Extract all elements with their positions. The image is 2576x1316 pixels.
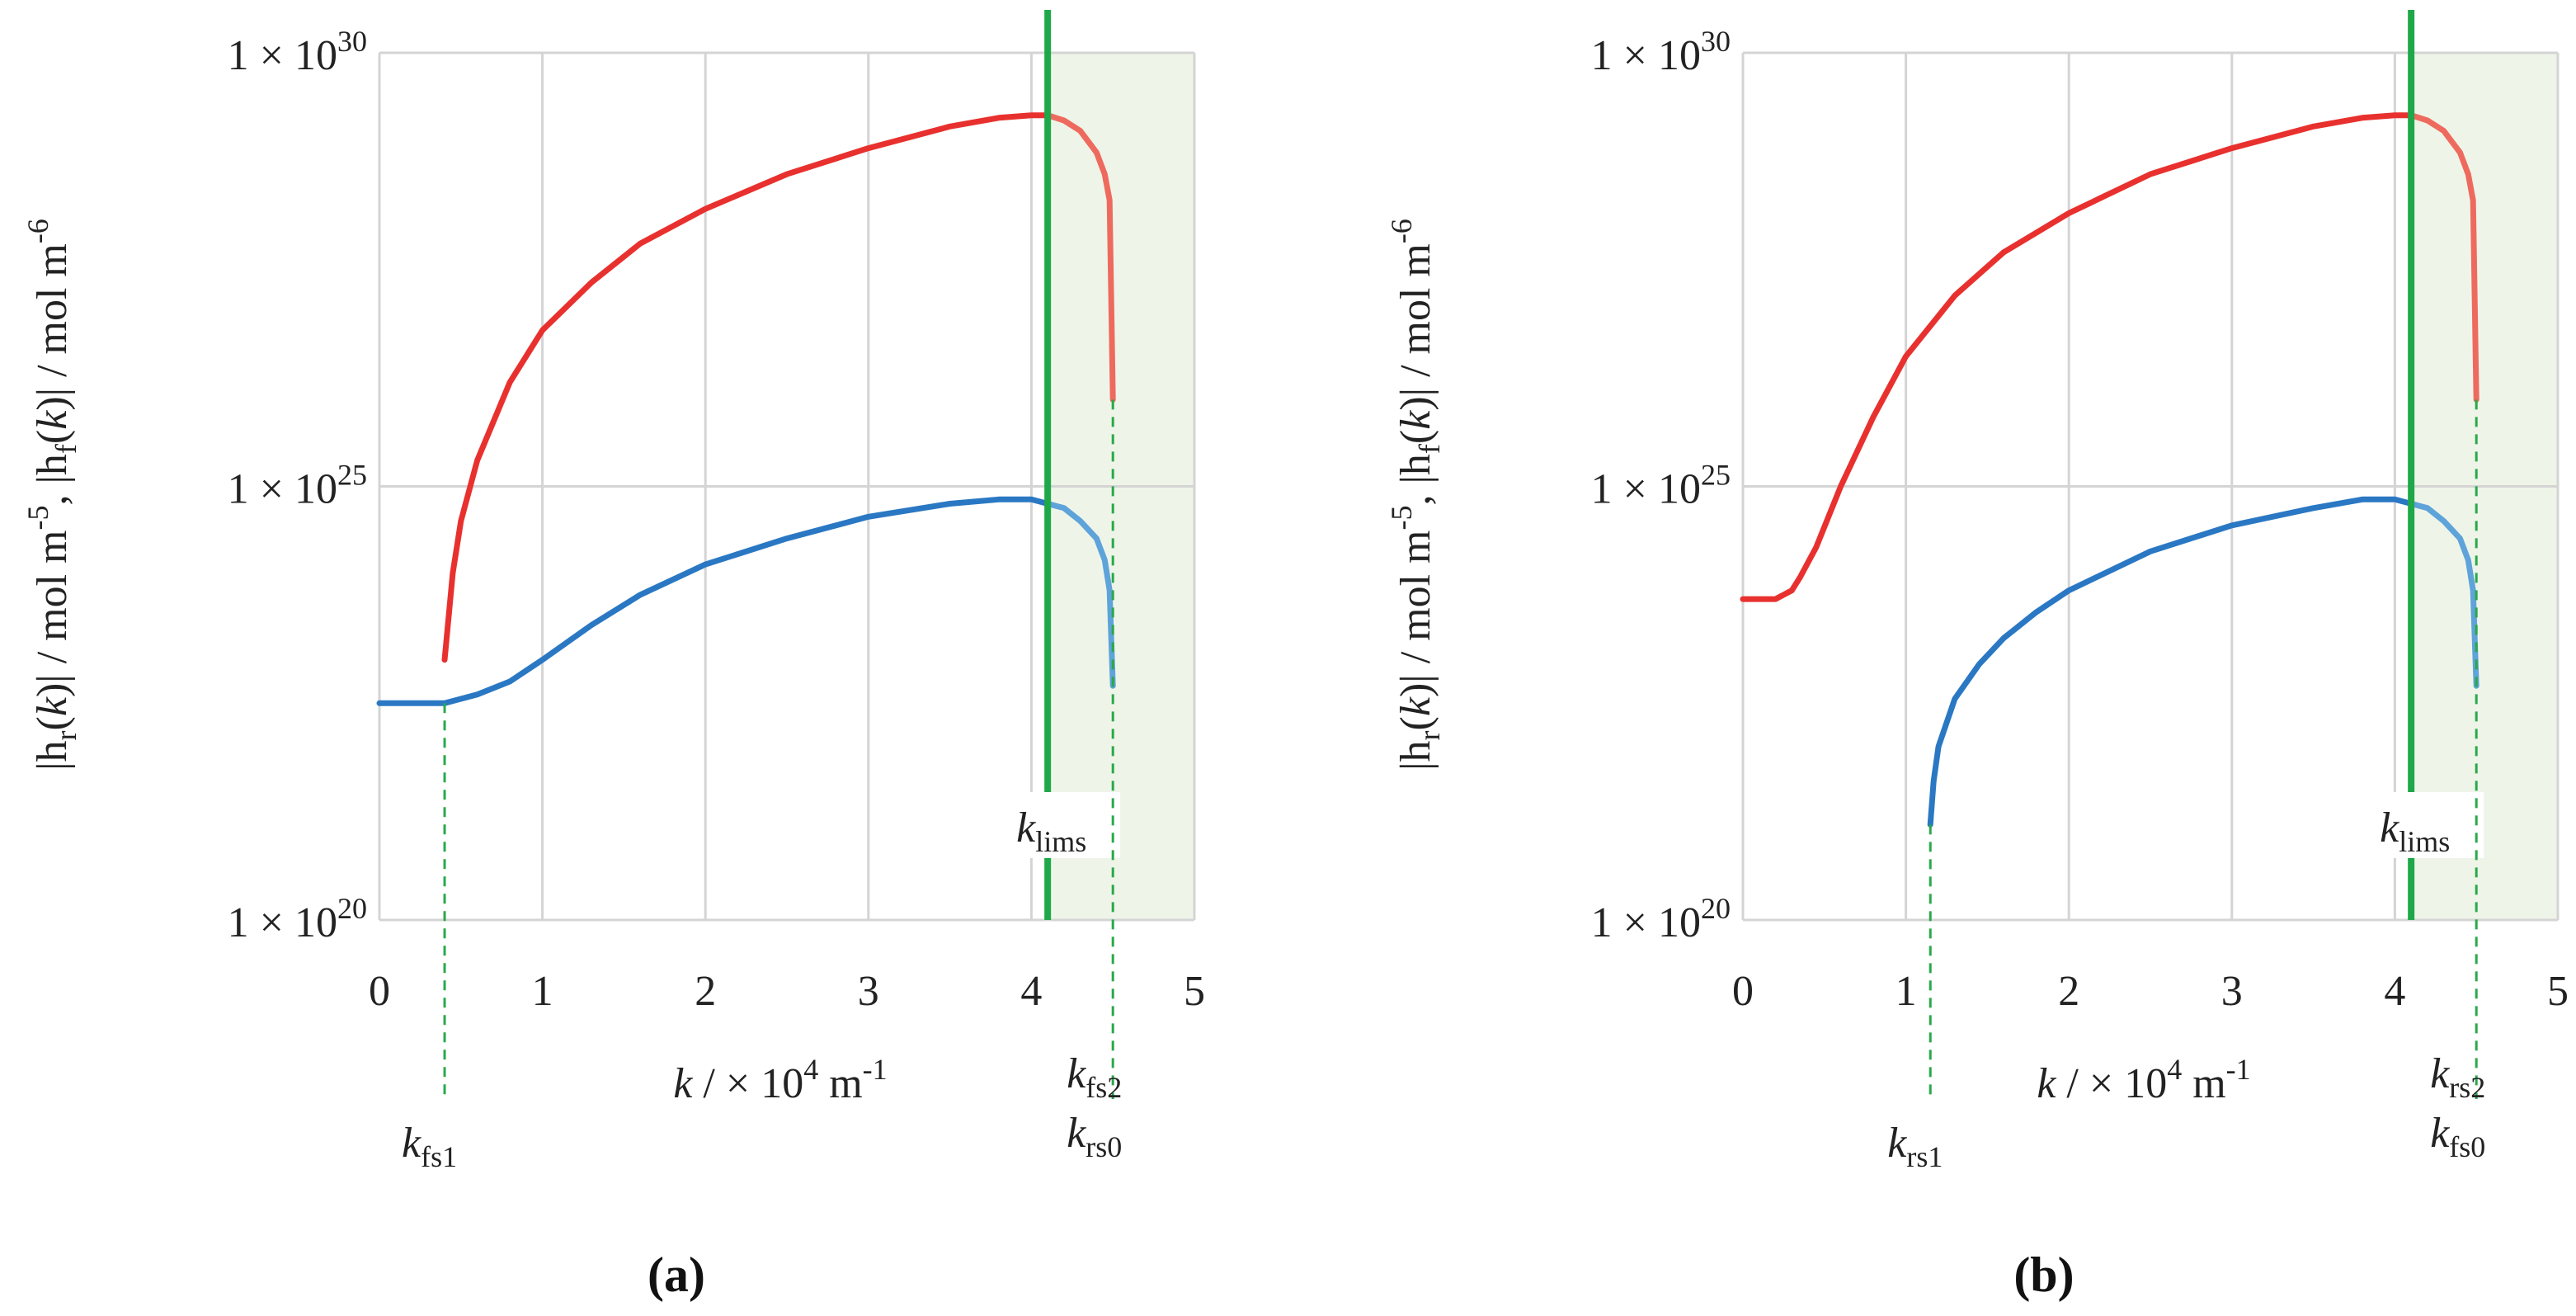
y-tick-label: 1 × 1020 [228, 892, 367, 946]
series-hf-line [376, 496, 1051, 706]
chart-panel-a: klims kfs1 kfs2 krs0 0 1 2 3 4 5 1 × 1020 1 × 1025 1… [21, 10, 1205, 1302]
series-hr-line [441, 112, 1051, 663]
series-hf-line [1927, 496, 2414, 828]
marker-label: krs2 [2430, 1050, 2485, 1104]
series-hf-line-tail [2408, 501, 2479, 689]
panel-label: (a) [648, 1248, 705, 1302]
marker-label: krs1 [1887, 1120, 1943, 1173]
klims-label: klims [2380, 804, 2450, 858]
x-axis-label: k / × 104 m-1 [673, 1053, 887, 1107]
series-hf-line-tail [1044, 501, 1116, 689]
y-tick-label: 1 × 1025 [228, 459, 367, 513]
marker-label: kfs2 [1067, 1050, 1122, 1104]
x-tick-label: 1 [1896, 968, 1917, 1015]
x-tick-label: 4 [2384, 968, 2405, 1015]
marker-label: kfs0 [2430, 1110, 2485, 1163]
series-hr-line-tail [2408, 112, 2479, 403]
x-axis-label: k / × 104 m-1 [2037, 1053, 2250, 1107]
marker-label: kfs1 [402, 1120, 457, 1173]
y-tick-label: 1 × 1025 [1591, 459, 1731, 513]
y-axis-label: |hr(k)| / mol m-5, |hf(k)| / mol m-6 [1385, 219, 1446, 771]
series-hr-line-tail [1044, 112, 1116, 403]
y-tick-label: 1 × 1030 [228, 25, 367, 79]
x-tick-label: 5 [1184, 968, 1205, 1015]
panel-label: (b) [2013, 1248, 2074, 1302]
klims-label-bg [1013, 792, 1121, 858]
x-tick-label: 3 [858, 968, 879, 1015]
y-tick-label: 1 × 1020 [1591, 892, 1731, 946]
x-tick-label: 1 [532, 968, 553, 1015]
x-tick-label: 3 [2221, 968, 2243, 1015]
y-tick-label: 1 × 1030 [1591, 25, 1731, 79]
chart-panel-b: klims krs1 krs2 kfs0 0 1 2 3 4 5 1 × 1020 1 × 1025 1… [1385, 10, 2569, 1302]
x-tick-label: 0 [369, 968, 390, 1015]
x-tick-label: 4 [1020, 968, 1042, 1015]
series-hr-line [1740, 112, 2414, 602]
klims-label: klims [1016, 804, 1086, 858]
x-tick-label: 0 [1732, 968, 1754, 1015]
marker-label: krs0 [1067, 1110, 1122, 1163]
x-tick-label: 2 [2058, 968, 2079, 1015]
klims-label-bg [2376, 792, 2484, 858]
y-axis-label: |hr(k)| / mol m-5, |hf(k)| / mol m-6 [21, 219, 82, 771]
x-tick-label: 2 [695, 968, 716, 1015]
x-tick-label: 5 [2547, 968, 2569, 1015]
